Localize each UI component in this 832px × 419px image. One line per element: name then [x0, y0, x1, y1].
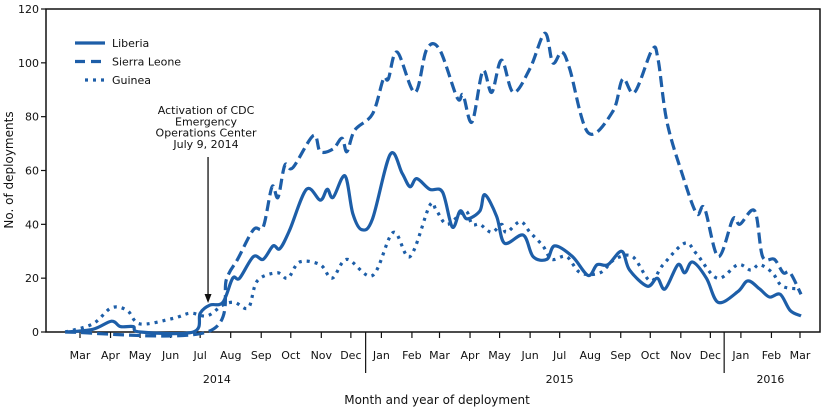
x-tick-label: Jul [552, 349, 566, 362]
x-tick-label: Jan [372, 349, 390, 362]
x-tick-label: May [488, 349, 511, 362]
x-tick-label: Nov [311, 349, 333, 362]
x-tick-label: Mar [429, 349, 450, 362]
x-tick-label: Jul [193, 349, 207, 362]
annotation-text: July 9, 2014 [172, 138, 238, 151]
y-tick-label: 80 [25, 111, 39, 124]
x-tick-label: Oct [641, 349, 661, 362]
legend: Liberia Sierra Leone Guinea [75, 37, 181, 87]
series-lines [64, 31, 803, 338]
y-tick-label: 20 [25, 272, 39, 285]
y-tick-label: 40 [25, 218, 39, 231]
series-line-liberia [65, 151, 802, 336]
x-axis: Mar Apr May Jun Jul Aug Sep Oct Nov Dec Jan Feb Mar A… [70, 332, 811, 386]
x-tick-label: Dec [340, 349, 361, 362]
x-tick-label: Mar [70, 349, 91, 362]
series-line-sierra-leone [65, 31, 803, 338]
x-tick-label: Apr [461, 349, 481, 362]
y-axis: 0 20 40 60 80 100 120 [18, 3, 46, 339]
x-axis-label: Month and year of deployment [344, 393, 530, 407]
annotation-text: Activation of CDC [158, 104, 255, 117]
x-tick-label: May [129, 349, 152, 362]
y-tick-label: 100 [18, 57, 39, 70]
y-tick-label: 60 [25, 165, 39, 178]
x-tick-label: Jan [731, 349, 749, 362]
legend-label: Sierra Leone [112, 56, 181, 69]
x-tick-label: Aug [579, 349, 600, 362]
x-tick-label: Oct [281, 349, 301, 362]
y-axis-label: No. of deployments [2, 111, 16, 228]
x-tick-label: Sep [251, 349, 272, 362]
x-tick-label: Feb [762, 349, 781, 362]
x-tick-label: Mar [790, 349, 811, 362]
annotation-text: Operations Center [156, 127, 257, 140]
year-label: 2014 [203, 373, 231, 386]
x-tick-label: Jun [521, 349, 539, 362]
x-tick-label: Sep [610, 349, 631, 362]
x-tick-label: Feb [402, 349, 421, 362]
series-line-guinea [64, 201, 801, 334]
x-tick-label: Aug [220, 349, 241, 362]
annotation-text: Emergency [175, 115, 238, 128]
x-tick-label: Nov [670, 349, 692, 362]
y-tick-label: 120 [18, 3, 39, 16]
x-tick-label: Jun [161, 349, 179, 362]
y-tick-label: 0 [32, 326, 39, 339]
x-tick-label: Apr [101, 349, 121, 362]
x-tick-label: Dec [700, 349, 721, 362]
legend-label: Liberia [112, 37, 149, 50]
legend-label: Guinea [112, 74, 151, 87]
year-label: 2016 [756, 373, 784, 386]
arrow-head-icon [204, 294, 212, 303]
year-label: 2015 [546, 373, 574, 386]
